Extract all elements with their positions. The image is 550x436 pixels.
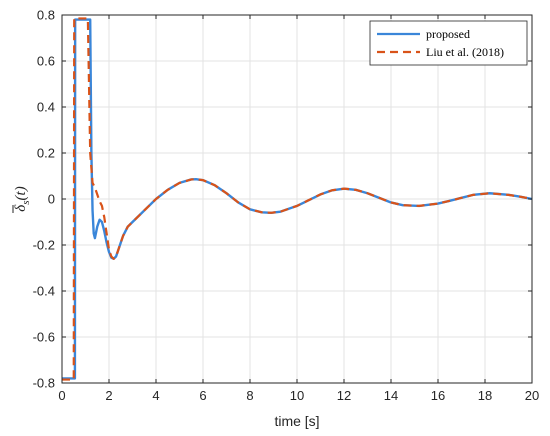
y-tick-label: 0 [48, 192, 55, 207]
x-tick-label: 16 [431, 388, 445, 403]
legend: proposed Liu et al. (2018) [369, 20, 528, 66]
y-tick-label: 0.2 [37, 146, 55, 161]
x-tick-label: 20 [525, 388, 539, 403]
x-tick-label: 10 [290, 388, 304, 403]
x-tick-label: 14 [384, 388, 398, 403]
x-tick-label: 18 [478, 388, 492, 403]
x-tick-label: 0 [58, 388, 65, 403]
svg-text:δs(t): δs(t) [13, 186, 32, 211]
series-line-liu-2018 [62, 17, 533, 381]
y-axis-label: δs(t) [12, 186, 32, 213]
y-tick-label: 0.4 [37, 100, 55, 115]
y-tick-label: -0.4 [33, 284, 55, 299]
y-tick-label: -0.6 [33, 330, 55, 345]
x-tick-label: 8 [246, 388, 253, 403]
x-tick-label: 12 [337, 388, 351, 403]
ticks: 0 2 4 6 8 10 12 14 16 18 20 0.8 0.6 0.4 0.2 0 -0.2 -0.4 -0… [33, 8, 540, 404]
series-line-proposed [62, 18, 533, 380]
legend-label: proposed [426, 27, 470, 41]
x-tick-label: 2 [105, 388, 112, 403]
x-axis-label: time [s] [274, 413, 319, 429]
legend-box [369, 20, 528, 66]
y-tick-label: 0.8 [37, 8, 55, 23]
y-axis-label-argument: (t) [13, 186, 29, 200]
x-tick-label: 6 [199, 388, 206, 403]
legend-label: Liu et al. (2018) [426, 45, 504, 59]
y-axis-label-subscript: s [20, 200, 32, 204]
x-tick-label: 4 [152, 388, 159, 403]
y-tick-label: -0.2 [33, 238, 55, 253]
y-tick-label: 0.6 [37, 54, 55, 69]
y-tick-label: -0.8 [33, 376, 55, 391]
y-axis-label-symbol: δ [13, 204, 29, 212]
series-layer [62, 17, 533, 381]
